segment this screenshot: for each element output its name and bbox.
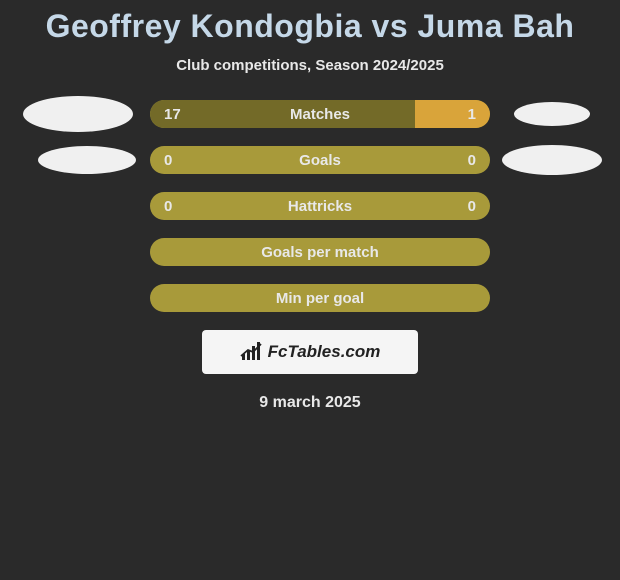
stat-bar: 171Matches xyxy=(150,100,490,128)
player-badge-left xyxy=(38,146,136,174)
bar-label: Min per goal xyxy=(150,290,490,307)
stat-bar: Goals per match xyxy=(150,238,490,266)
stat-row: Goals per match xyxy=(0,238,620,266)
bars-list: 171Matches 00Goals 00Hattricks Goals per ma… xyxy=(0,100,620,312)
bar-label: Goals xyxy=(150,152,490,169)
page-title: Geoffrey Kondogbia vs Juma Bah xyxy=(0,8,620,45)
right-slot xyxy=(502,102,602,126)
player-badge-right xyxy=(514,102,590,126)
chart-icon xyxy=(240,342,264,362)
stat-row: 171Matches xyxy=(0,100,620,128)
logo-box[interactable]: FcTables.com xyxy=(202,330,418,374)
left-slot xyxy=(18,96,138,132)
subtitle: Club competitions, Season 2024/2025 xyxy=(0,57,620,74)
stat-row: 00Goals xyxy=(0,146,620,174)
stat-bar: 00Hattricks xyxy=(150,192,490,220)
right-slot xyxy=(502,145,602,175)
bar-label: Hattricks xyxy=(150,198,490,215)
bar-label: Matches xyxy=(150,106,490,123)
date-label: 9 march 2025 xyxy=(0,394,620,412)
left-slot xyxy=(18,146,138,174)
bar-label: Goals per match xyxy=(150,244,490,261)
stat-row: Min per goal xyxy=(0,284,620,312)
stat-row: 00Hattricks xyxy=(0,192,620,220)
stat-bar: Min per goal xyxy=(150,284,490,312)
stats-comparison: Geoffrey Kondogbia vs Juma Bah Club comp… xyxy=(0,0,620,412)
logo-text: FcTables.com xyxy=(268,342,381,362)
player-badge-right xyxy=(502,145,602,175)
player-badge-left xyxy=(23,96,133,132)
stat-bar: 00Goals xyxy=(150,146,490,174)
